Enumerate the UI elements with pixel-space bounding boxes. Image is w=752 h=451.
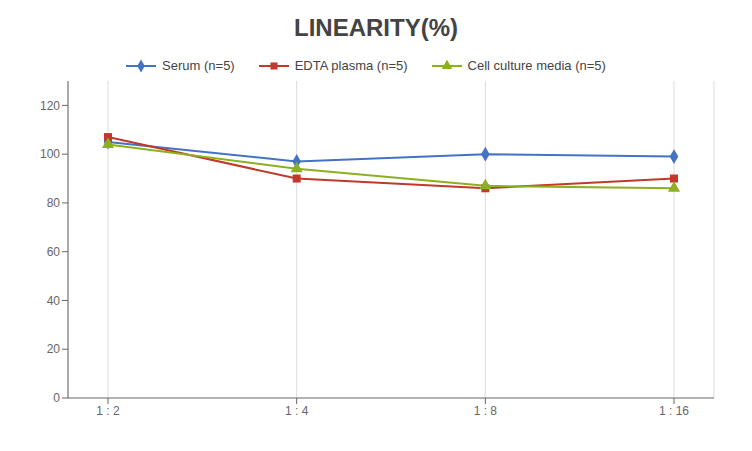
svg-text:20: 20 — [47, 342, 61, 356]
svg-text:1 : 16: 1 : 16 — [659, 404, 689, 418]
svg-text:40: 40 — [47, 294, 61, 308]
svg-text:100: 100 — [40, 147, 60, 161]
svg-text:120: 120 — [40, 99, 60, 113]
svg-text:80: 80 — [47, 196, 61, 210]
svg-text:1 : 2: 1 : 2 — [96, 404, 120, 418]
html-text:Serum (n=5): Serum (n=5) — [162, 58, 235, 73]
svg-text:60: 60 — [47, 245, 61, 259]
html-text:EDTA plasma (n=5): EDTA plasma (n=5) — [294, 58, 408, 73]
svg-text:0: 0 — [53, 391, 60, 405]
html-text:Cell culture media (n=5): Cell culture media (n=5) — [467, 58, 606, 73]
svg-text:1 : 4: 1 : 4 — [285, 404, 309, 418]
svg-text:1 : 8: 1 : 8 — [474, 404, 498, 418]
html-text:LINEARITY(%): LINEARITY(%) — [294, 14, 458, 41]
